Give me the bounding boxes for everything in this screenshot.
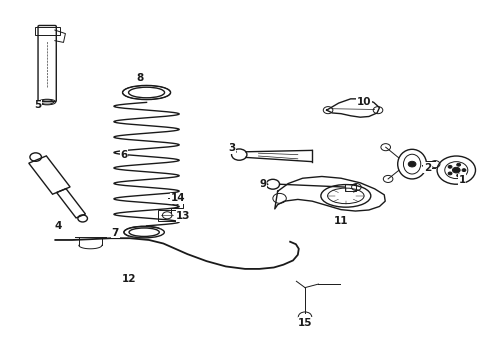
Bar (345, 184, 356, 190)
Text: 4: 4 (54, 221, 61, 231)
Text: 14: 14 (171, 193, 185, 203)
Text: 11: 11 (334, 216, 348, 226)
Text: 2: 2 (424, 163, 431, 173)
Circle shape (457, 163, 461, 166)
Text: 12: 12 (122, 274, 136, 284)
Bar (158, 210, 177, 221)
Circle shape (462, 169, 466, 171)
Text: 1: 1 (459, 175, 466, 185)
Text: 6: 6 (121, 150, 127, 159)
Bar (35, 27, 60, 35)
Circle shape (408, 161, 416, 167)
Text: 7: 7 (112, 228, 119, 238)
Text: 15: 15 (298, 318, 313, 328)
Text: 3: 3 (228, 143, 235, 153)
Text: 9: 9 (260, 179, 267, 189)
Text: 13: 13 (176, 211, 191, 221)
Text: 10: 10 (357, 98, 371, 107)
Circle shape (457, 174, 461, 177)
Circle shape (452, 167, 460, 173)
Text: 8: 8 (137, 73, 144, 83)
Text: 5: 5 (34, 100, 41, 110)
Circle shape (448, 172, 452, 175)
Circle shape (448, 165, 452, 168)
